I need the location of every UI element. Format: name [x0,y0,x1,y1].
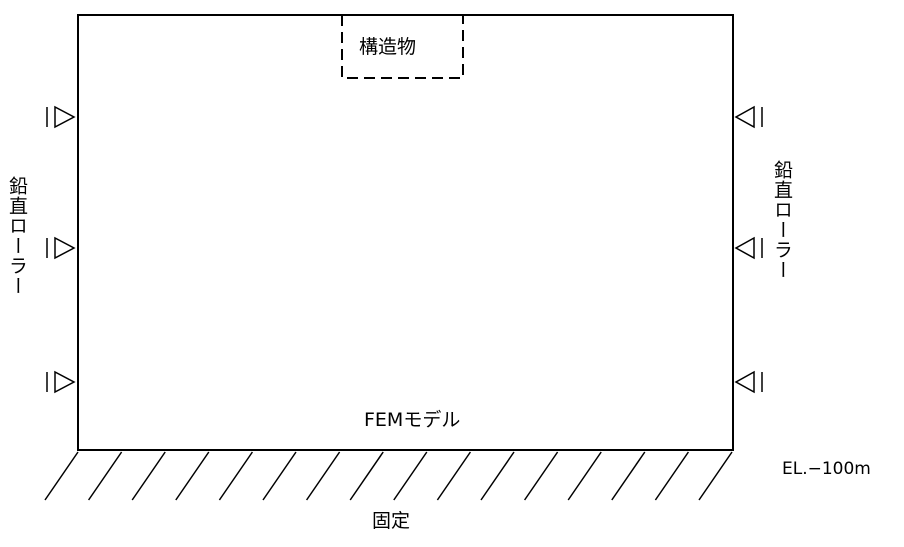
hatch-line [393,451,428,501]
left-roller-supports [46,105,76,394]
hatch-line [567,451,602,501]
right-roller-label: 鉛直ローラー [771,160,793,280]
right-roller-support-middle [734,236,763,260]
left-roller-support-bottom [46,370,76,394]
hatch-line [611,451,646,501]
hatch-line [44,451,79,501]
hatch-line [262,451,297,501]
left-roller-support-middle [46,236,76,260]
hatch-line [523,451,559,501]
hatch-line [349,451,384,501]
hatch-line [480,451,515,501]
hatch-line [698,451,733,501]
hatch-line [131,451,166,501]
right-roller-support-bottom [734,370,763,394]
hatch-line [436,451,472,501]
elevation-label: EL.−100m [782,459,871,479]
right-roller-support-top [734,105,763,129]
fem-model-boundary [77,14,734,451]
structure-label: 構造物 [359,36,417,58]
hatch-line [305,451,341,501]
hatch-line [218,451,254,501]
left-roller-support-top [46,105,76,129]
hatch-line [87,451,123,501]
hatch-line [654,451,690,501]
left-roller-label: 鉛直ローラー [6,176,28,296]
right-roller-supports [734,105,763,394]
hatch-line [175,451,210,501]
fem-model-label: FEMモデル [364,409,461,431]
fixed-boundary-label: 固定 [372,510,411,532]
structure-box [341,14,464,79]
fixed-base-hatching [44,451,733,501]
